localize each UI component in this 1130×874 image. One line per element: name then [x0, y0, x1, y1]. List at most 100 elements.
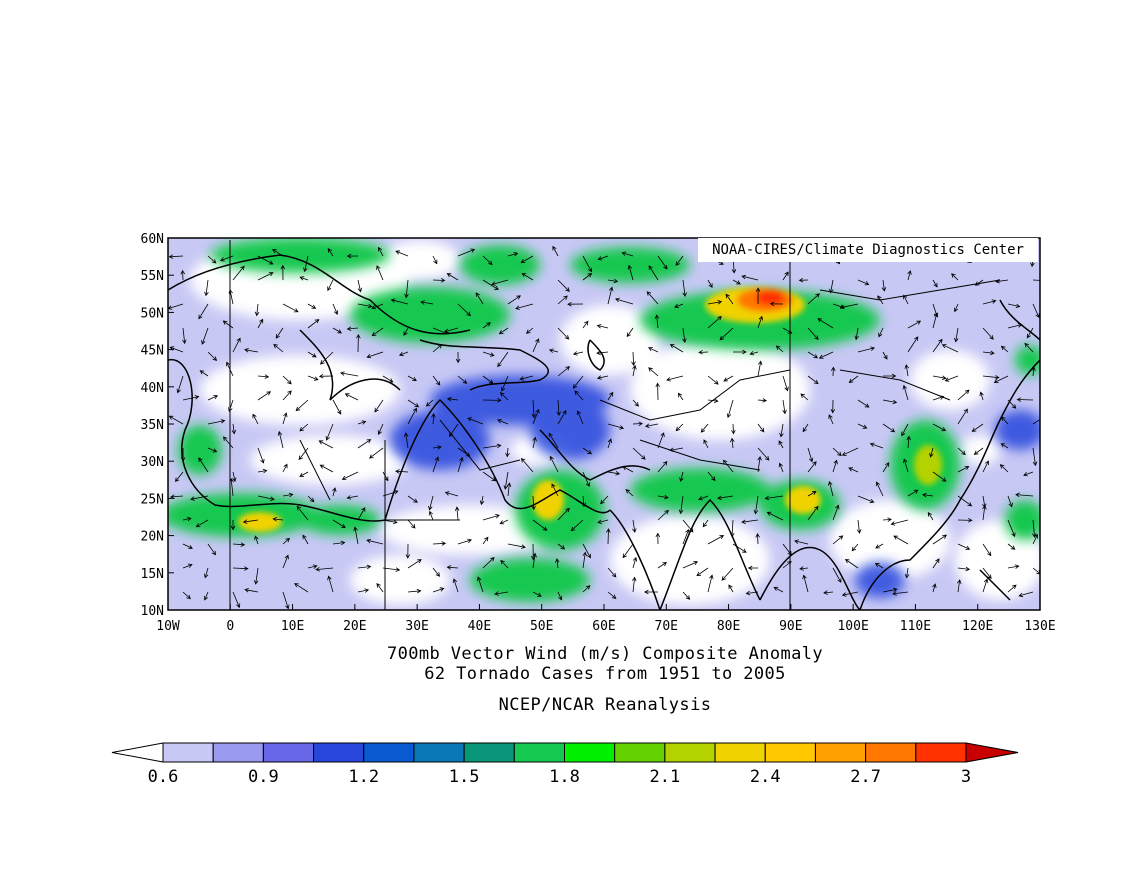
lat-label: 15N — [141, 567, 164, 582]
borders — [229, 240, 1001, 610]
wind-vector — [231, 423, 237, 435]
wind-vector — [657, 460, 668, 473]
wind-vector — [407, 407, 417, 425]
lon-label: 70E — [655, 619, 678, 634]
wind-vectors — [168, 240, 1040, 610]
wind-vector — [232, 265, 245, 281]
wind-vector — [830, 399, 836, 414]
wind-vector — [557, 327, 570, 340]
wind-vector — [982, 460, 989, 473]
colorbar-segment — [664, 742, 716, 763]
wind-vector — [457, 248, 476, 257]
wind-vector — [655, 532, 661, 545]
wind-vector — [778, 440, 784, 449]
wind-vector — [499, 519, 509, 525]
wind-vector — [973, 447, 984, 455]
wind-vector — [741, 274, 759, 281]
wind-vector — [869, 442, 884, 449]
wind-vector — [807, 490, 817, 497]
wind-vector — [232, 337, 241, 353]
wind-vector — [607, 567, 617, 578]
wind-vector — [932, 338, 943, 353]
wind-vector — [497, 419, 509, 425]
wind-vector — [357, 303, 373, 309]
wind-vector — [906, 435, 911, 449]
colorbar-segment — [513, 742, 565, 763]
wind-vector — [753, 495, 759, 515]
wind-vector — [432, 587, 445, 593]
wind-vector — [941, 344, 959, 353]
wind-vector — [626, 327, 634, 338]
wind-vector — [979, 391, 984, 401]
wind-vector — [757, 423, 765, 433]
wind-vector — [446, 396, 459, 402]
wind-vector — [369, 447, 384, 459]
wind-vector — [382, 490, 399, 497]
wind-vector — [832, 535, 844, 545]
wind-vector — [957, 543, 971, 550]
wind-vector — [755, 287, 761, 305]
wind-vector — [932, 423, 947, 432]
wind-vector — [615, 297, 634, 305]
wind-vector — [503, 471, 509, 490]
wind-vector — [182, 516, 192, 522]
lat-label: 25N — [141, 492, 164, 507]
wind-vector — [582, 272, 593, 281]
wind-vector — [307, 375, 319, 381]
wind-vector — [1032, 533, 1039, 545]
wind-vector — [719, 327, 734, 341]
colorbar-segment — [564, 742, 616, 763]
wind-vector — [622, 466, 634, 473]
wind-vector — [749, 351, 759, 356]
wind-vector — [532, 552, 537, 569]
wind-vector — [832, 459, 838, 473]
wind-vector — [839, 303, 859, 310]
wind-vector — [932, 471, 947, 482]
wind-vector — [954, 303, 959, 313]
wind-vector — [648, 265, 659, 281]
wind-vector — [627, 264, 634, 281]
wind-vector — [848, 467, 859, 473]
wind-vector — [807, 447, 814, 463]
wind-vector — [254, 535, 259, 545]
wind-vector — [307, 303, 317, 309]
wind-vector — [327, 575, 334, 593]
wind-vector — [932, 558, 940, 569]
wind-vector — [982, 567, 992, 580]
longitude-labels: 10W 0 10E 20E 30E 40E 50E 60E 70E 80E 90E 100E 110E 1… — [156, 619, 1055, 634]
colorbar-segment — [212, 742, 264, 763]
wind-vector — [557, 591, 563, 601]
wind-vector — [549, 455, 559, 473]
wind-vector — [779, 423, 784, 438]
wind-vector — [557, 366, 571, 377]
wind-vector — [525, 327, 534, 334]
wind-vector — [457, 447, 471, 457]
wind-vector — [901, 423, 909, 437]
wind-vector — [607, 438, 612, 449]
wind-vector — [332, 519, 346, 529]
lon-label: 10W — [156, 619, 180, 634]
wind-vector — [878, 327, 884, 338]
lat-label: 30N — [141, 455, 164, 470]
wind-vector — [446, 273, 459, 281]
wind-vector — [707, 300, 723, 305]
wind-vector — [254, 303, 260, 317]
wind-vector — [648, 367, 659, 377]
wind-vector — [657, 562, 667, 569]
wind-vector — [432, 541, 447, 546]
wind-vector — [823, 590, 834, 595]
wind-vector — [572, 351, 584, 356]
lon-label: 10E — [281, 619, 304, 634]
colorbar-label: 0.9 — [248, 767, 279, 787]
wind-vector — [877, 295, 884, 305]
wind-vector — [729, 519, 735, 538]
wind-vector — [507, 543, 526, 549]
wind-vector — [190, 495, 209, 501]
wind-vector — [1007, 564, 1020, 569]
credit-label: NOAA-CIRES/Climate Diagnostics Center — [698, 238, 1038, 262]
wind-vector — [631, 351, 636, 367]
wind-vector — [764, 495, 784, 501]
wind-vector — [482, 322, 491, 329]
wind-vector — [407, 588, 422, 594]
wind-vector — [230, 520, 236, 531]
